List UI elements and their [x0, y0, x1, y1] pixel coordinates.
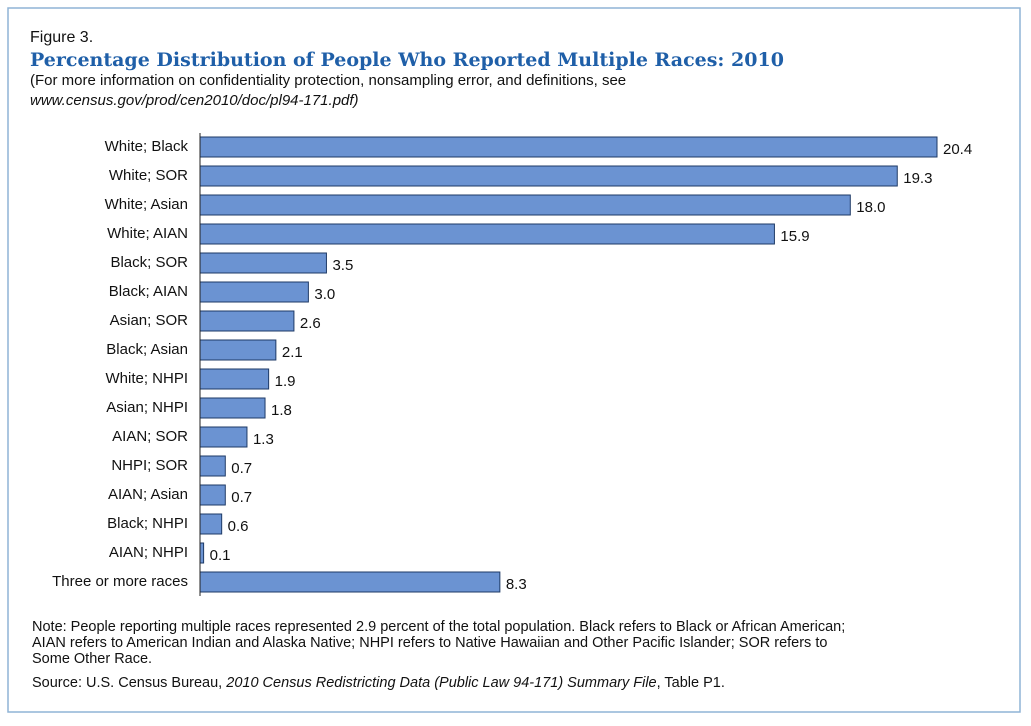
value-label: 15.9: [780, 228, 809, 245]
category-label: White; NHPI: [105, 370, 188, 387]
value-label: 3.5: [332, 257, 353, 274]
bar: [199, 136, 938, 158]
source: Source: U.S. Census Bureau, 2010 Census …: [32, 675, 725, 691]
value-label: 2.6: [300, 315, 321, 332]
value-label: 3.0: [314, 286, 335, 303]
bar: [199, 165, 898, 187]
bar: [199, 194, 851, 216]
value-label: 1.3: [253, 431, 274, 448]
value-label: 8.3: [506, 576, 527, 593]
note: Some Other Race.: [32, 651, 152, 667]
category-label: Black; SOR: [110, 254, 188, 271]
chart-title: Percentage Distribution of People Who Re…: [30, 49, 784, 71]
category-label: Asian; NHPI: [106, 399, 188, 416]
category-label: White; AIAN: [107, 225, 188, 242]
value-label: 0.1: [210, 547, 231, 564]
bar: [199, 571, 501, 593]
bar: [199, 542, 205, 564]
value-label: 20.4: [943, 141, 972, 158]
bar: [199, 426, 248, 448]
source-title: 2010 Census Redistricting Data (Public L…: [225, 675, 656, 691]
value-label: 1.8: [271, 402, 292, 419]
category-label: Black; NHPI: [107, 515, 188, 532]
value-label: 18.0: [856, 199, 885, 216]
category-label: Three or more races: [52, 573, 188, 590]
frame: [7, 7, 1021, 713]
bar: [199, 455, 226, 477]
category-label: AIAN; Asian: [108, 486, 188, 503]
bar: [199, 310, 295, 332]
bar: [199, 223, 775, 245]
note: AIAN refers to American Indian and Alask…: [32, 635, 827, 651]
bar: [199, 339, 277, 361]
category-label: Asian; SOR: [110, 312, 189, 329]
category-label: White; SOR: [109, 167, 188, 184]
category-label: AIAN; NHPI: [109, 544, 188, 561]
bar: [199, 513, 223, 535]
category-label: AIAN; SOR: [112, 428, 188, 445]
value-label: 1.9: [275, 373, 296, 390]
category-label: Black; AIAN: [109, 283, 188, 300]
figure-label: Figure 3.: [30, 29, 93, 46]
source-text: , Table P1.: [657, 675, 725, 691]
value-label: 0.7: [231, 489, 252, 506]
value-label: 0.7: [231, 460, 252, 477]
bar: [199, 281, 309, 303]
source-text: Source: U.S. Census Bureau,: [32, 675, 226, 691]
bar: [199, 368, 270, 390]
bar: [199, 252, 327, 274]
category-label: Black; Asian: [106, 341, 188, 358]
subtitle: www.census.gov/prod/cen2010/doc/pl94-171…: [30, 92, 359, 109]
category-label: White; Black: [105, 138, 189, 155]
value-label: 0.6: [228, 518, 249, 535]
category-label: White; Asian: [105, 196, 188, 213]
value-label: 19.3: [903, 170, 932, 187]
bar: [199, 397, 266, 419]
subtitle: (For more information on confidentiality…: [30, 72, 626, 89]
value-label: 2.1: [282, 344, 303, 361]
bar: [199, 484, 226, 506]
category-label: NHPI; SOR: [111, 457, 188, 474]
note: Note: People reporting multiple races re…: [32, 619, 845, 635]
